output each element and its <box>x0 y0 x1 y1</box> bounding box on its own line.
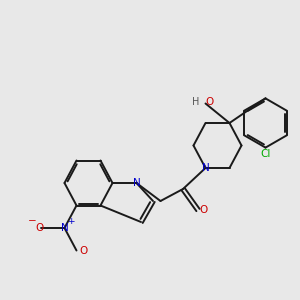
Text: +: + <box>68 217 75 226</box>
Text: N: N <box>133 178 140 188</box>
Text: N: N <box>61 223 68 233</box>
Text: −: − <box>28 216 37 226</box>
Text: O: O <box>206 97 214 107</box>
Text: H: H <box>192 97 200 107</box>
Text: O: O <box>36 223 44 233</box>
Text: N: N <box>202 163 209 173</box>
Text: Cl: Cl <box>260 149 271 159</box>
Text: O: O <box>79 245 87 256</box>
Text: O: O <box>200 205 208 215</box>
